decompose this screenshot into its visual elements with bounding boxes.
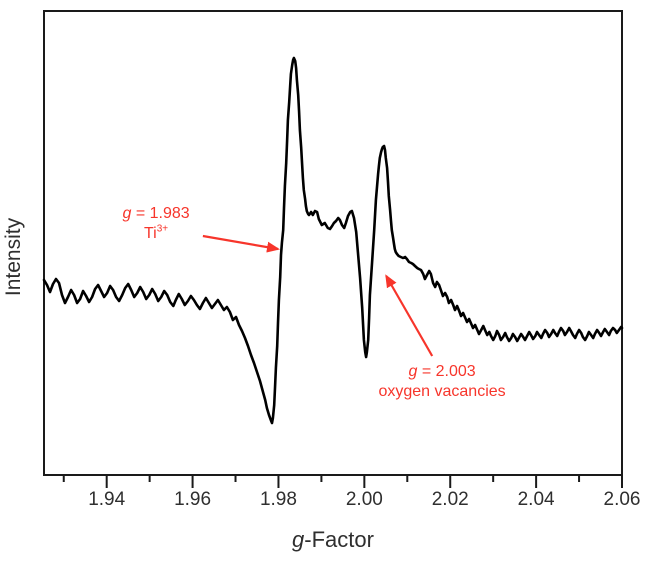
annotation-ti3plus: g = 1.983 Ti3+ [122,204,189,244]
x-axis-label-italic-g: g [292,527,305,552]
annotation-oxygen-vacancies-line1: g = 2.003 [408,363,476,380]
annotation-ti3plus-line1: g = 1.983 [122,205,190,222]
plot-frame [43,10,623,476]
x-tick-label: 1.98 [259,489,297,510]
x-tick-label: 2.00 [345,489,383,510]
x-tick-label: 1.94 [88,489,126,510]
x-axis-label-text: -Factor [304,527,374,552]
y-axis-label-text: Intensity [2,217,25,297]
x-tick-label: 1.96 [174,489,212,510]
annotation-oxygen-vacancies-line2: oxygen vacancies [378,383,506,400]
annotation-ti3plus-line2: Ti3+ [144,223,169,242]
x-tick-label: 2.04 [517,489,555,510]
oxygen-vacancy-annotation-arrow [385,274,434,357]
y-axis-label: Intensity [2,218,26,296]
x-tick-label: 2.06 [603,489,641,510]
ti3plus-annotation-arrow [202,234,281,253]
x-axis-label: g-Factor [292,527,374,553]
x-tick-label: 2.02 [431,489,469,510]
annotation-oxygen-vacancies: g = 2.003 oxygen vacancies [378,362,505,402]
x-axis-ticks [62,475,623,488]
spectrum-curve [42,56,624,425]
